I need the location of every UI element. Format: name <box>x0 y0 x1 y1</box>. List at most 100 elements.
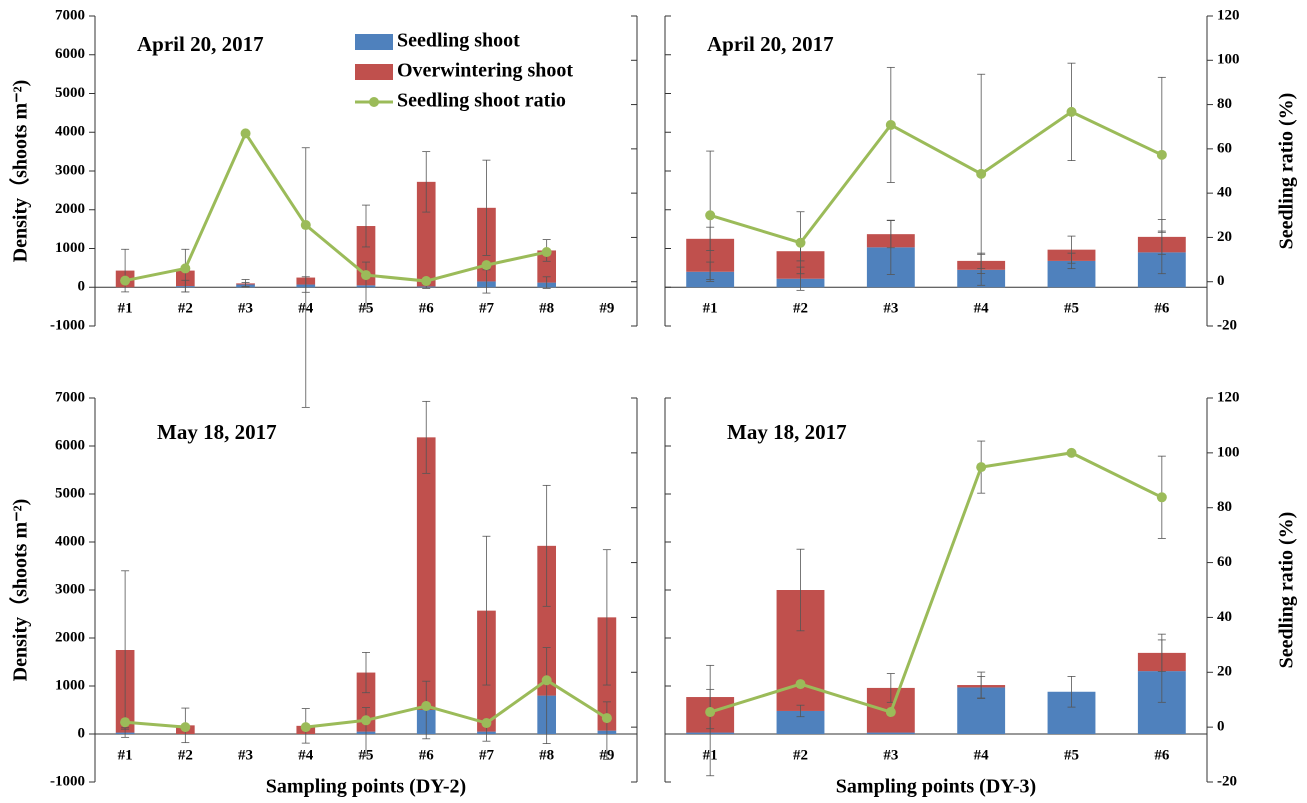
y-tick-label: 4000 <box>55 533 85 549</box>
x-tick-label: #3 <box>238 747 253 763</box>
ratio-point <box>180 722 191 733</box>
ratio-point <box>976 168 987 179</box>
y-tick-label: 5000 <box>55 485 85 501</box>
ratio-point <box>885 119 896 130</box>
legend-swatch <box>355 64 393 80</box>
x-tick-label: #4 <box>298 747 314 763</box>
ratio-point <box>180 263 191 274</box>
y-tick-label: 2000 <box>55 629 85 645</box>
ratio-point <box>541 675 552 686</box>
ratio-point <box>1066 106 1077 117</box>
x-axis-label: Sampling points (DY-2) <box>266 776 466 798</box>
y2-axis-label: Seedling ratio (%) <box>1276 512 1298 669</box>
legend-label: Seedling shoot <box>397 30 520 52</box>
x-tick-label: #3 <box>883 747 898 763</box>
ratio-line <box>124 130 547 283</box>
y-tick-label: -1000 <box>50 773 85 789</box>
ratio-point <box>1156 492 1167 503</box>
legend-marker <box>369 97 379 107</box>
x-tick-label: #1 <box>118 301 133 317</box>
x-tick-label: #5 <box>1064 301 1079 317</box>
bar-segment <box>776 710 825 734</box>
x-tick-label: #6 <box>1154 301 1170 317</box>
panel-title: April 20, 2017 <box>137 32 264 56</box>
bar-segment <box>866 732 915 734</box>
ratio-point <box>481 718 492 729</box>
y2-tick-label: 0 <box>1217 719 1225 735</box>
y-axis-label: Density（shoots m⁻²) <box>9 499 32 682</box>
legend-label: Overwintering shoot <box>397 60 573 82</box>
ratio-point <box>795 237 806 248</box>
ratio-point <box>705 210 716 221</box>
y-tick-label: 5000 <box>55 85 85 101</box>
x-tick-label: #5 <box>1064 747 1079 763</box>
bar-segment <box>537 545 557 696</box>
y-tick-label: 3000 <box>55 581 85 597</box>
panel-title: May 18, 2017 <box>727 420 847 444</box>
y-tick-label: 1000 <box>55 240 85 256</box>
x-tick-label: #4 <box>974 747 990 763</box>
ratio-point <box>361 270 371 281</box>
ratio-point <box>976 462 987 473</box>
y-tick-label: -1000 <box>50 317 85 333</box>
x-axis-label: Sampling points (DY-3) <box>836 776 1036 798</box>
legend-swatch <box>355 34 393 50</box>
y2-tick-label: 40 <box>1217 609 1232 625</box>
y2-tick-label: 80 <box>1217 96 1232 112</box>
panel-title: May 18, 2017 <box>157 420 277 444</box>
ratio-point <box>601 713 612 724</box>
ratio-line <box>124 678 608 729</box>
ratio-line <box>709 451 1163 714</box>
x-tick-label: #1 <box>118 747 133 763</box>
ratio-point <box>300 722 311 733</box>
x-tick-label: #3 <box>238 301 253 317</box>
y-tick-label: 4000 <box>55 124 85 140</box>
ratio-point <box>1066 447 1077 458</box>
y2-tick-label: 0 <box>1217 273 1225 289</box>
y2-tick-label: 20 <box>1217 229 1232 245</box>
legend-label: Seedling shoot ratio <box>397 90 566 112</box>
y2-tick-label: 80 <box>1217 499 1232 515</box>
ratio-point <box>795 679 806 690</box>
ratio-point <box>120 275 131 286</box>
ratio-point <box>481 260 492 271</box>
ratio-line <box>709 110 1163 245</box>
x-tick-label: #9 <box>599 301 614 317</box>
x-tick-label: #4 <box>974 301 990 317</box>
ratio-point <box>120 717 131 728</box>
panel-title: April 20, 2017 <box>707 32 834 56</box>
y2-tick-label: 100 <box>1217 444 1240 460</box>
y2-tick-label: 40 <box>1217 185 1232 201</box>
ratio-point <box>541 247 552 258</box>
x-tick-label: #6 <box>1154 747 1170 763</box>
y2-tick-label: 60 <box>1217 140 1232 156</box>
y-tick-label: 6000 <box>55 46 85 62</box>
y-tick-label: 3000 <box>55 162 85 178</box>
y-tick-label: 7000 <box>55 7 85 23</box>
x-tick-label: #7 <box>479 301 495 317</box>
ratio-point <box>1156 149 1167 160</box>
y-tick-label: 6000 <box>55 437 85 453</box>
ratio-point <box>361 715 371 726</box>
ratio-point <box>705 707 716 718</box>
x-tick-label: #7 <box>479 747 495 763</box>
y-tick-label: 0 <box>78 725 86 741</box>
y2-tick-label: -20 <box>1217 317 1237 333</box>
ratio-point <box>421 701 432 712</box>
y2-tick-label: 120 <box>1217 7 1240 23</box>
x-tick-label: #2 <box>793 747 808 763</box>
y2-tick-label: 20 <box>1217 664 1232 680</box>
y2-tick-label: 120 <box>1217 389 1240 405</box>
y2-tick-label: -20 <box>1217 773 1237 789</box>
x-tick-label: #2 <box>793 301 808 317</box>
bar-segment <box>356 672 376 732</box>
x-tick-label: #8 <box>539 301 554 317</box>
ratio-point <box>421 276 432 287</box>
x-tick-label: #6 <box>419 747 435 763</box>
x-tick-label: #6 <box>419 301 435 317</box>
x-tick-label: #8 <box>539 747 554 763</box>
x-tick-label: #1 <box>703 301 718 317</box>
x-tick-label: #2 <box>178 301 193 317</box>
y-tick-label: 7000 <box>55 389 85 405</box>
